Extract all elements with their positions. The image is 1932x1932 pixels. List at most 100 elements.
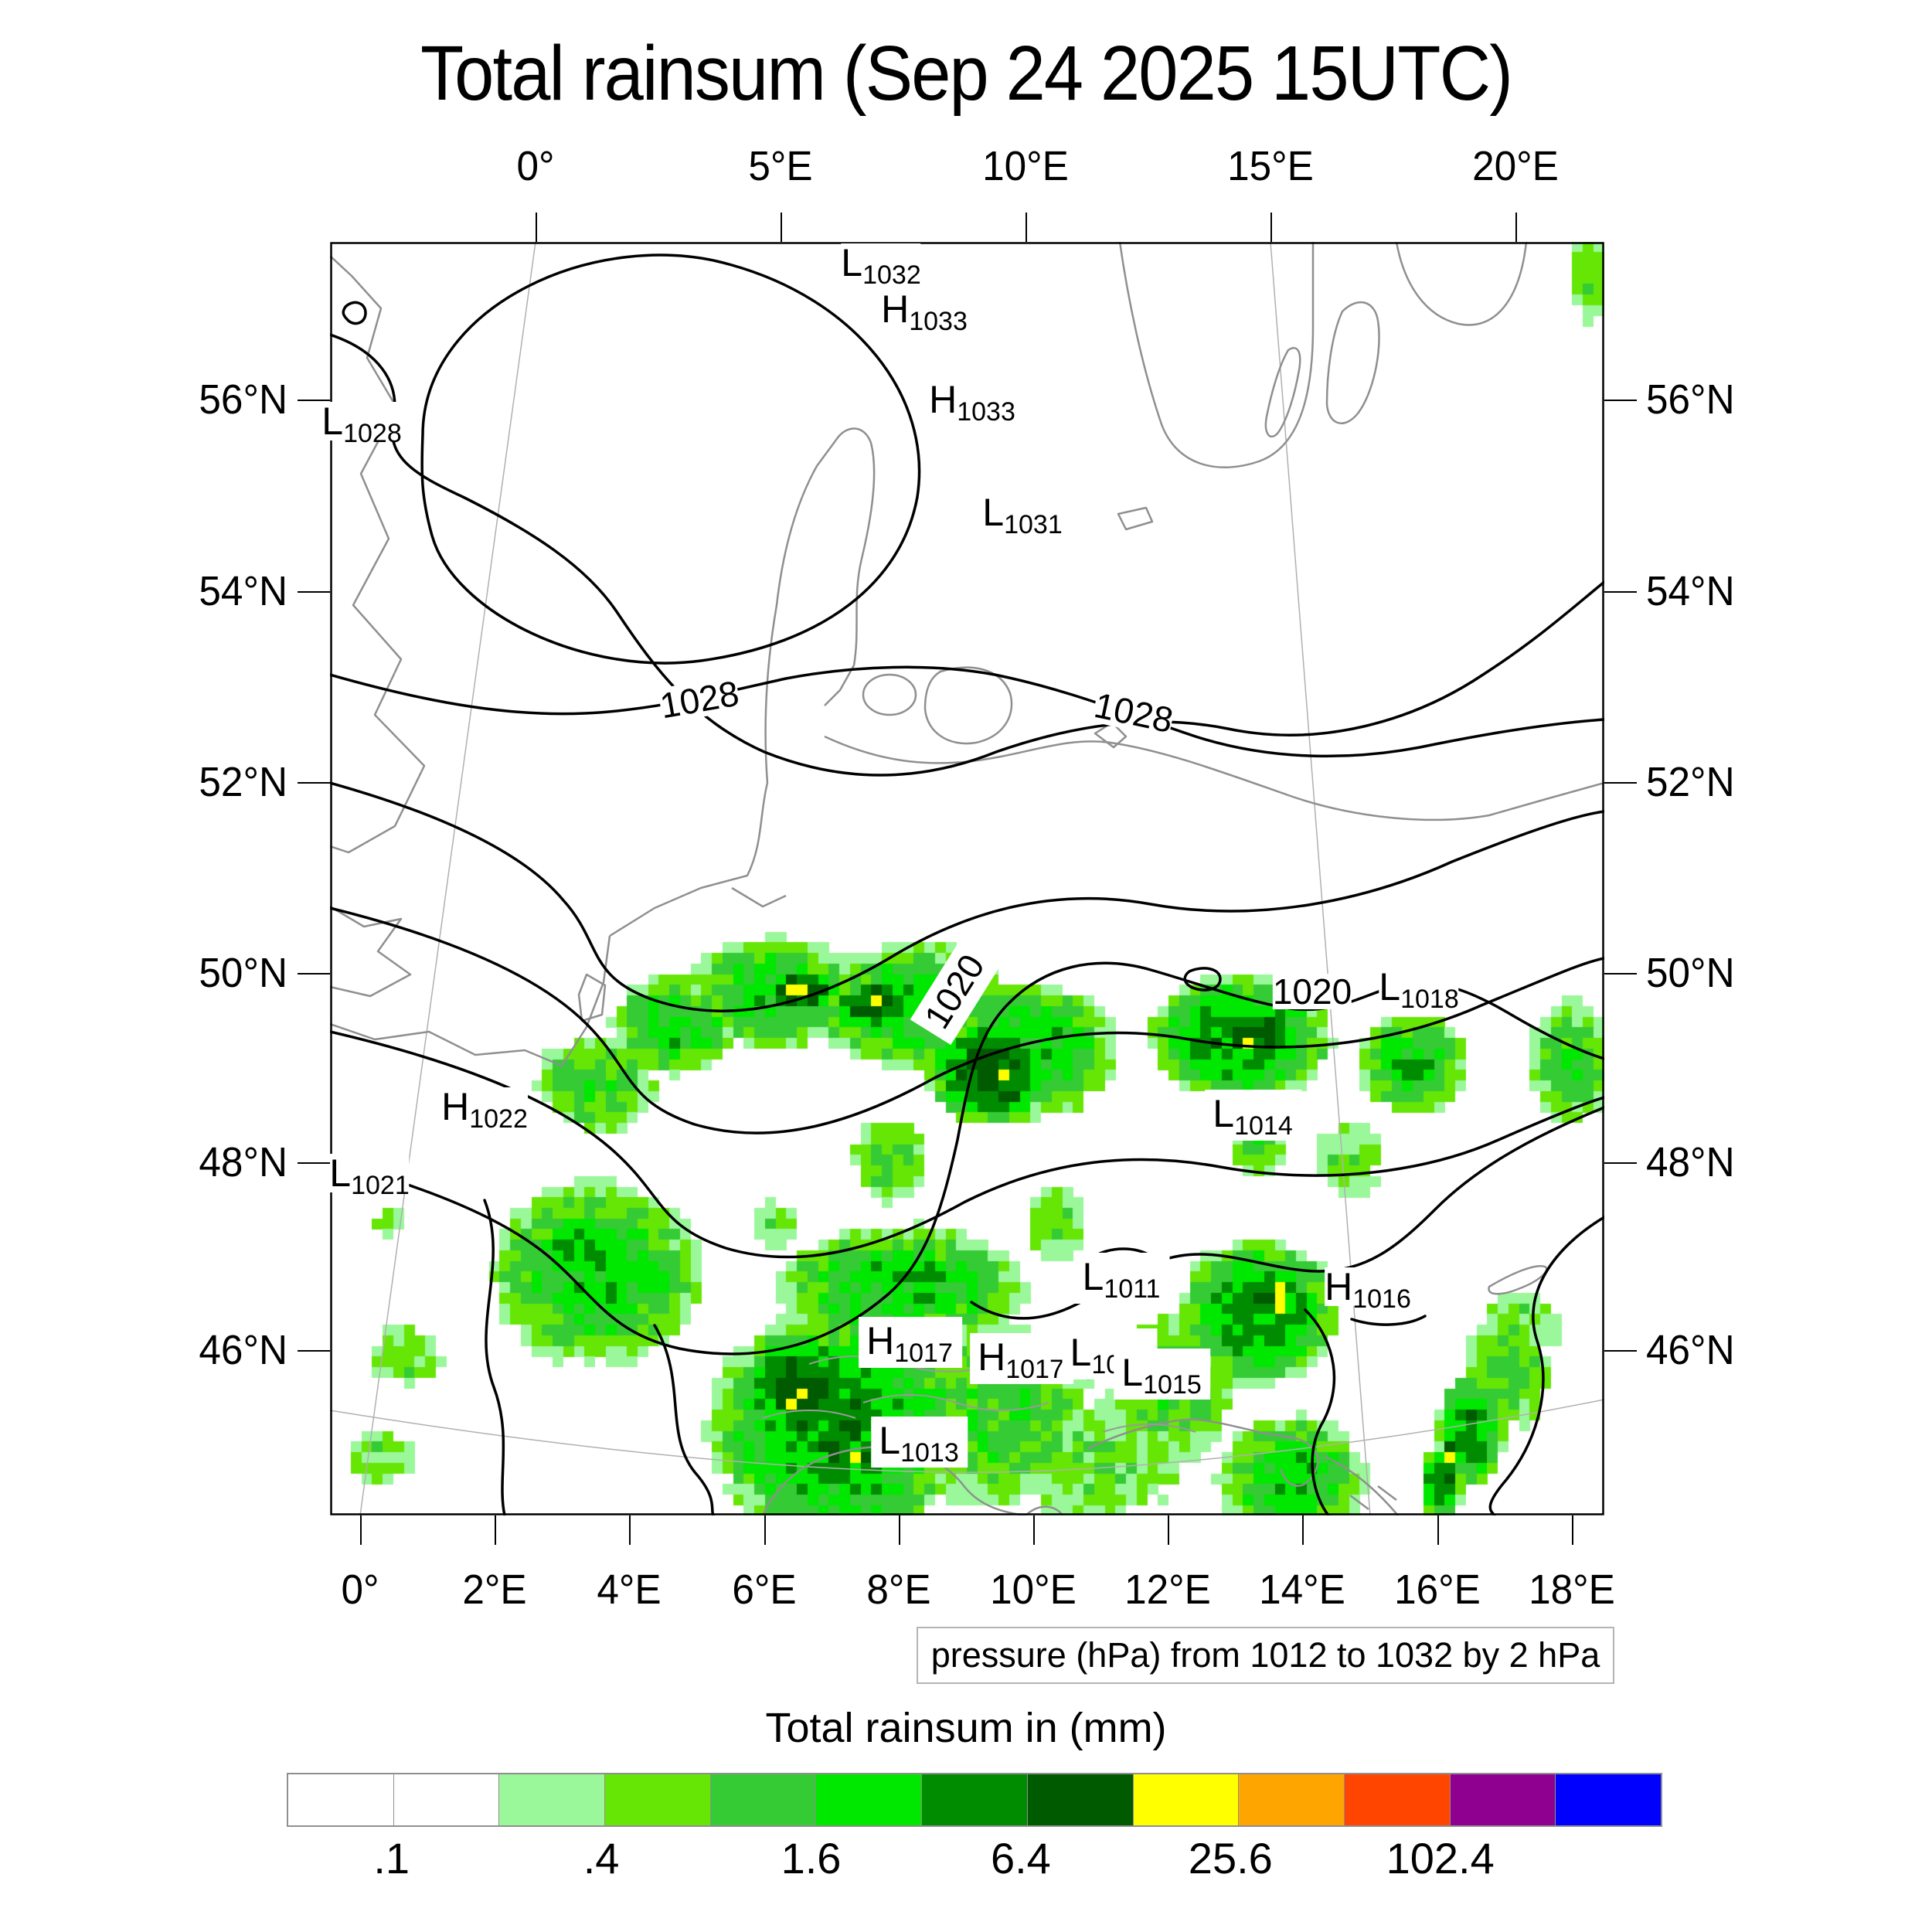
pressure-center-label: L1011 [1074, 1253, 1170, 1304]
pressure-center-label: L1032 [841, 243, 921, 288]
pressure-letter: L [1213, 1092, 1235, 1135]
pressure-letter: L [1082, 1255, 1104, 1298]
top-axis-tick [1270, 213, 1272, 242]
pressure-legend-text: pressure (hPa) from 1012 to 1032 by 2 hP… [930, 1635, 1600, 1675]
colorbar-tick-label: .1 [373, 1834, 410, 1883]
pressure-letter: H [881, 287, 910, 331]
left-axis-tick [298, 400, 330, 401]
map-linework [330, 242, 1604, 1515]
bottom-axis-tick [360, 1515, 362, 1545]
left-axis-label: 54°N [199, 568, 287, 614]
top-axis-tick [1026, 213, 1027, 242]
colorbar-cell [393, 1774, 500, 1825]
pressure-center-label: L1021 [329, 1151, 410, 1199]
bottom-axis-tick [1302, 1515, 1304, 1545]
bottom-axis-label: 18°E [1529, 1566, 1615, 1613]
right-axis-tick [1604, 973, 1637, 975]
left-axis-label: 52°N [199, 759, 287, 805]
left-axis-tick [298, 1350, 330, 1352]
pressure-letter: L [879, 1419, 901, 1462]
bottom-axis-label: 10°E [990, 1566, 1077, 1613]
pressure-value: 1017 [894, 1338, 953, 1368]
pressure-value: 1022 [469, 1104, 528, 1134]
pressure-center-label: L1013 [871, 1417, 968, 1468]
colorbar-title: Total rainsum in (mm) [765, 1705, 1167, 1751]
rain-colorbar [287, 1773, 1662, 1827]
pressure-value: 1014 [1234, 1111, 1293, 1141]
pressure-letter: H [978, 1335, 1006, 1379]
pressure-letter: L [982, 491, 1005, 534]
pressure-value: 1020 [1272, 971, 1352, 1012]
right-axis-tick [1604, 591, 1637, 593]
pressure-legend-box: pressure (hPa) from 1012 to 1032 by 2 hP… [917, 1627, 1614, 1684]
colorbar-tick-label: 1.6 [781, 1834, 842, 1883]
isobar-contours [330, 253, 1604, 1515]
pressure-letter: H [441, 1085, 470, 1128]
colorbar-cell [1027, 1774, 1134, 1825]
pressure-value: 1033 [909, 307, 968, 336]
pressure-center-label: H1017 [859, 1317, 962, 1368]
pressure-value: 1032 [862, 260, 921, 290]
left-axis-label: 56°N [199, 376, 287, 423]
right-axis-label: 54°N [1646, 568, 1735, 614]
colorbar-cell [288, 1774, 394, 1825]
colorbar-cell [922, 1774, 1028, 1825]
bottom-axis-label: 16°E [1394, 1566, 1481, 1613]
bottom-axis-label: 8°E [866, 1566, 931, 1613]
colorbar-cell [605, 1774, 711, 1825]
top-axis-label: 20°E [1472, 143, 1559, 189]
bottom-axis-label: 6°E [732, 1566, 797, 1613]
pressure-value: 1033 [957, 397, 1015, 427]
bottom-axis-tick [1572, 1515, 1573, 1545]
right-axis-tick [1604, 1350, 1637, 1352]
chart-title: Total rainsum (Sep 24 2025 15UTC) [420, 30, 1513, 117]
pressure-center-label: H1017 [970, 1333, 1073, 1384]
pressure-center-label: L1018 [1379, 965, 1459, 1012]
colorbar-tick-label: .4 [583, 1834, 620, 1883]
pressure-center-label: H1033 [929, 378, 1015, 425]
pressure-letter: L [329, 1151, 352, 1195]
isobar-value-label: 1020 [1272, 971, 1352, 1012]
colorbar-tick-label: 25.6 [1188, 1834, 1273, 1883]
colorbar-cell [816, 1774, 923, 1825]
bottom-axis-label: 2°E [462, 1566, 527, 1613]
colorbar-tick-label: 6.4 [990, 1834, 1051, 1883]
bottom-axis-tick [764, 1515, 766, 1545]
map-frame-border [330, 242, 1604, 1515]
bottom-axis-label: 12°E [1124, 1566, 1211, 1613]
colorbar-cell [499, 1774, 606, 1825]
pressure-letter: L [321, 400, 344, 443]
left-axis-tick [298, 782, 330, 784]
bottom-axis-label: 0° [341, 1566, 379, 1613]
pressure-letter: H [929, 378, 957, 421]
pressure-center-label: L1028 [321, 400, 402, 447]
pressure-letter: H [866, 1319, 895, 1362]
bottom-axis-tick [1168, 1515, 1169, 1545]
left-axis-tick [298, 973, 330, 975]
pressure-value: 1031 [1004, 510, 1063, 539]
pressure-letter: L [1379, 965, 1401, 1009]
bottom-axis-label: 4°E [597, 1566, 662, 1613]
pressure-center-label: L1015 [1114, 1349, 1211, 1400]
pressure-center-label: H1016 [1325, 1267, 1411, 1312]
bottom-axis-tick [1033, 1515, 1035, 1545]
pressure-center-label: L1031 [982, 491, 1063, 538]
colorbar-cell [710, 1774, 817, 1825]
top-axis-label: 5°E [748, 143, 813, 189]
bottom-axis-tick [1437, 1515, 1439, 1545]
top-axis-tick [1515, 213, 1517, 242]
bottom-axis-label: 14°E [1259, 1566, 1345, 1613]
left-axis-label: 46°N [199, 1327, 287, 1373]
pressure-value: 1018 [1400, 985, 1459, 1014]
right-axis-label: 56°N [1646, 376, 1735, 423]
colorbar-cell [1556, 1774, 1661, 1825]
right-axis-tick [1604, 782, 1637, 784]
right-axis-tick [1604, 1162, 1637, 1164]
right-axis-label: 46°N [1646, 1327, 1735, 1373]
bottom-axis-tick [899, 1515, 900, 1545]
pressure-value: 1017 [1005, 1355, 1064, 1384]
left-axis-label: 48°N [199, 1139, 287, 1185]
pressure-center-label: H1033 [881, 287, 968, 335]
colorbar-tick-label: 102.4 [1386, 1834, 1495, 1883]
pressure-letter: L [1121, 1351, 1144, 1394]
